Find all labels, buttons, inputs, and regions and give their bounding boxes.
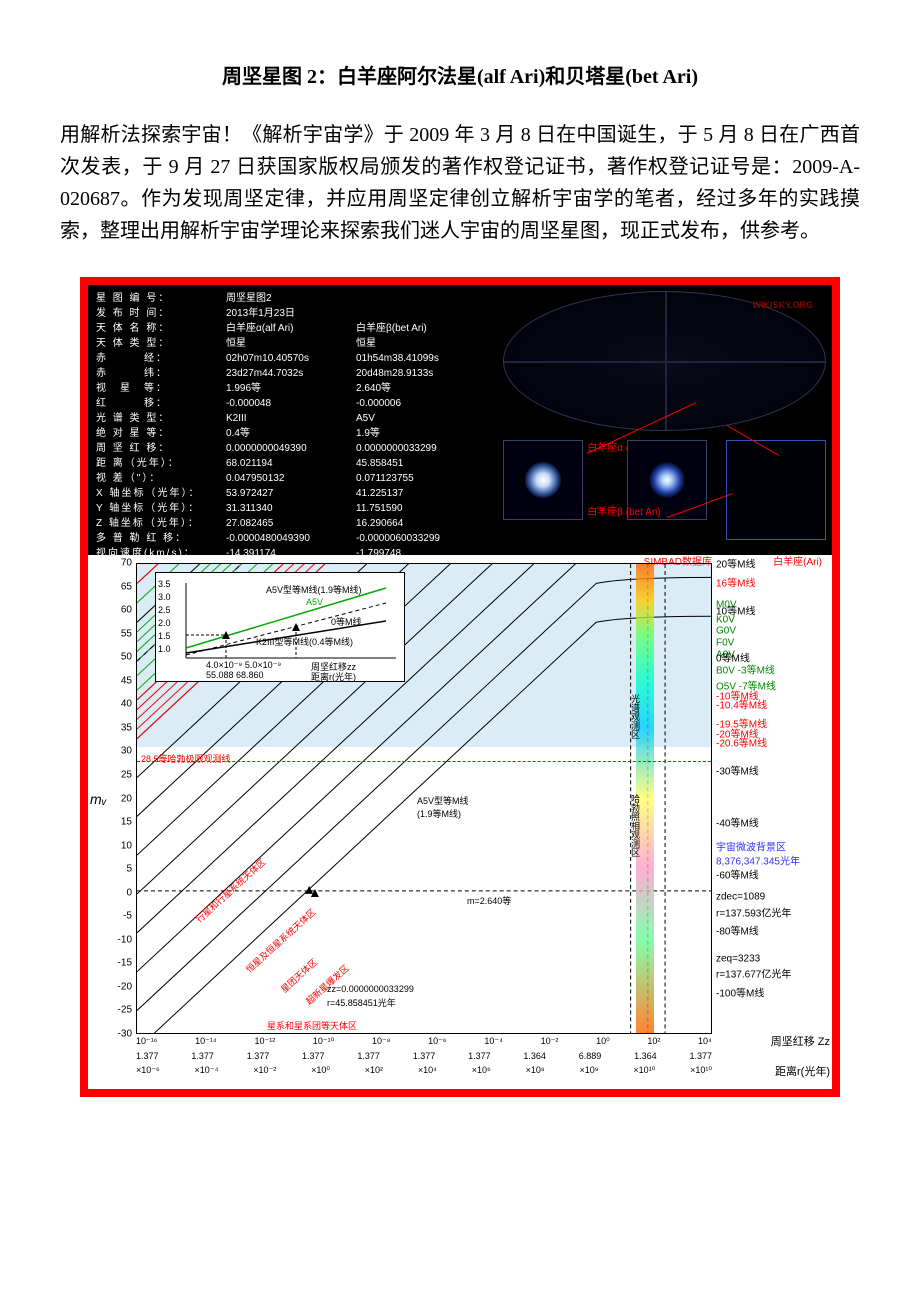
data-row: 天 体 名 称：白羊座α(alf Ari)白羊座β(bet Ari) [96,321,489,336]
galaxy-label: 星系和星系团等天体区 [267,1019,357,1032]
right-label: zdec=1089 [716,892,765,903]
inset-r-label: 距离r(光年) [311,670,356,683]
right-label: -60等M线 [716,866,759,881]
y-tick: 50 [121,652,132,663]
y-tick: -25 [118,1005,132,1016]
y-tick: 15 [121,817,132,828]
y-tick: 25 [121,769,132,780]
data-row: 绝 对 星 等：0.4等1.9等 [96,426,489,441]
y-axis: mᵥ 7065605550454035302520151050-5-10-15-… [88,563,136,1034]
y-tick: -30 [118,1029,132,1040]
chart-area: SIMBAD数据库 白羊座(Ari) mᵥ 706560555045403530… [88,555,832,1089]
hst-label: 28.5等哈勃极限观测线 [141,752,231,765]
data-row: 视 差（"）：0.0479501320.071123755 [96,471,489,486]
star-thumb-alf [503,440,583,520]
data-row: X 轴坐标（光年）：53.97242741.225137 [96,486,489,501]
data-row: 多 普 勒 红 移：-0.0000480049390-0.00000600332… [96,531,489,546]
x-axis: 10⁻¹⁶10⁻¹⁴10⁻¹²10⁻¹⁰10⁻⁸10⁻⁶10⁻⁴10⁻²10⁰1… [136,1034,712,1089]
right-label: 8,376,347.345光年 [716,852,800,867]
a5v-mid-label: A5V型等M线 (1.9等M线) [417,794,469,820]
data-row: Y 轴坐标（光年）：31.31134011.751590 [96,501,489,516]
constellation-box [726,440,826,540]
inset-y-ticks: 3.53.02.52.01.51.0 [158,579,171,657]
data-row: Z 轴坐标（光年）：27.08246516.290664 [96,516,489,531]
inset-a5v: A5V [306,597,323,607]
right-label: 宇宙微波背景区 [716,838,786,853]
y-tick: 5 [126,864,132,875]
right-label: 20等M线 [716,556,755,571]
y-tick: -20 [118,981,132,992]
right-labels: 20等M线16等M线M0V10等M线K0VG0VF0VA0V0等M线B0V -3… [712,563,832,1034]
star-glow-icon [525,462,561,498]
zz-label: zz=0.0000000033299 [327,984,414,994]
r-label: r=45.858451光年 [327,996,396,1009]
page-title: 周坚星图 2：白羊座阿尔法星(alf Ari)和贝塔星(bet Ari) [60,60,860,89]
y-tick: 45 [121,675,132,686]
y-tick: 10 [121,840,132,851]
right-label: -40等M线 [716,815,759,830]
spec-obs-label: 光谱观测区 [629,694,642,739]
plot-area: 28.5等哈勃极限观测线 3.53.02.52.01.51.0 A5V型等M线(… [136,563,712,1034]
data-row: 赤 纬：23d27m44.7032s20d48m28.9133s [96,366,489,381]
right-label: F0V [716,638,734,649]
right-label: -30等M线 [716,763,759,778]
right-label: r=137.593亿光年 [716,904,791,919]
allsky-oval: WIKISKY.ORG [503,291,826,431]
right-label: G0V [716,626,736,637]
inset-chart: 3.53.02.52.01.51.0 A5V型等M线(1.9等M线) A5V 0… [155,572,405,682]
data-table: 星 图 编 号：周坚星图2发 布 时 间：2013年1月23日天 体 名 称：白… [88,285,497,555]
x-label-r: 距离r(光年) [775,1063,830,1079]
y-tick: -5 [123,911,132,922]
y-tick: 40 [121,699,132,710]
wikisky-label: WIKISKY.ORG [752,300,813,310]
x-label-z: 周坚红移 Zz [771,1033,830,1049]
data-row: 赤 经：02h07m10.40570s01h54m38.41099s [96,351,489,366]
data-row: 周 坚 红 移：0.00000000493900.0000000033299 [96,441,489,456]
y-tick: 35 [121,722,132,733]
y-tick: 70 [121,558,132,569]
right-label: K0V [716,614,735,625]
data-row: 距 离（光年）：68.02119445.858451 [96,456,489,471]
data-row: 天 体 类 型：恒星恒星 [96,336,489,351]
y-tick: 20 [121,793,132,804]
data-row: 发 布 时 间：2013年1月23日 [96,306,489,321]
top-section: 星 图 编 号：周坚星图2发 布 时 间：2013年1月23日天 体 名 称：白… [88,285,832,555]
right-label: -80等M线 [716,923,759,938]
sky-panel: WIKISKY.ORG 白羊座α (alf Ari) 白羊座β (bet Ari… [497,285,832,555]
right-label: 16等M线 [716,574,755,589]
star-glow-icon [649,462,685,498]
inset-a5v-line: A5V型等M线(1.9等M线) [266,583,362,596]
right-label: zeq=3233 [716,953,760,964]
right-label: -10.4等M线 [716,697,767,712]
data-row: 光 谱 类 型：K2IIIA5V [96,411,489,426]
y-tick: 0 [126,887,132,898]
y-tick: 60 [121,605,132,616]
hst-photo-label: 哈勃照相观测区 [629,794,642,857]
data-row: 视 星 等：1.996等2.640等 [96,381,489,396]
right-label: r=137.677亿光年 [716,965,791,980]
y-axis-title: mᵥ [90,791,107,807]
y-tick: 30 [121,746,132,757]
data-row: 星 图 编 号：周坚星图2 [96,291,489,306]
y-tick: 65 [121,581,132,592]
inset-zero: 0等M线 [331,615,362,628]
right-label: -20.6等M线 [716,734,767,749]
inset-k2iii: K2III型等M线(0.4等M线) [256,635,353,648]
y-tick: 55 [121,628,132,639]
bet-label: 白羊座β (bet Ari) [587,507,661,518]
intro-paragraph: 用解析法探索宇宙！《解析宇宙学》于 2009 年 3 月 8 日在中国诞生，于 … [60,119,860,247]
m-eq-label: m=2.640等 [467,894,511,907]
figure-container: 星 图 编 号：周坚星图2发 布 时 间：2013年1月23日天 体 名 称：白… [80,277,840,1097]
y-tick: -15 [118,958,132,969]
right-label: B0V -3等M线 [716,661,775,676]
y-tick: -10 [118,934,132,945]
data-row: 红 移：-0.000048-0.000006 [96,396,489,411]
right-label: -100等M线 [716,984,764,999]
inset-xr: 55.088 68.860 [206,670,264,680]
